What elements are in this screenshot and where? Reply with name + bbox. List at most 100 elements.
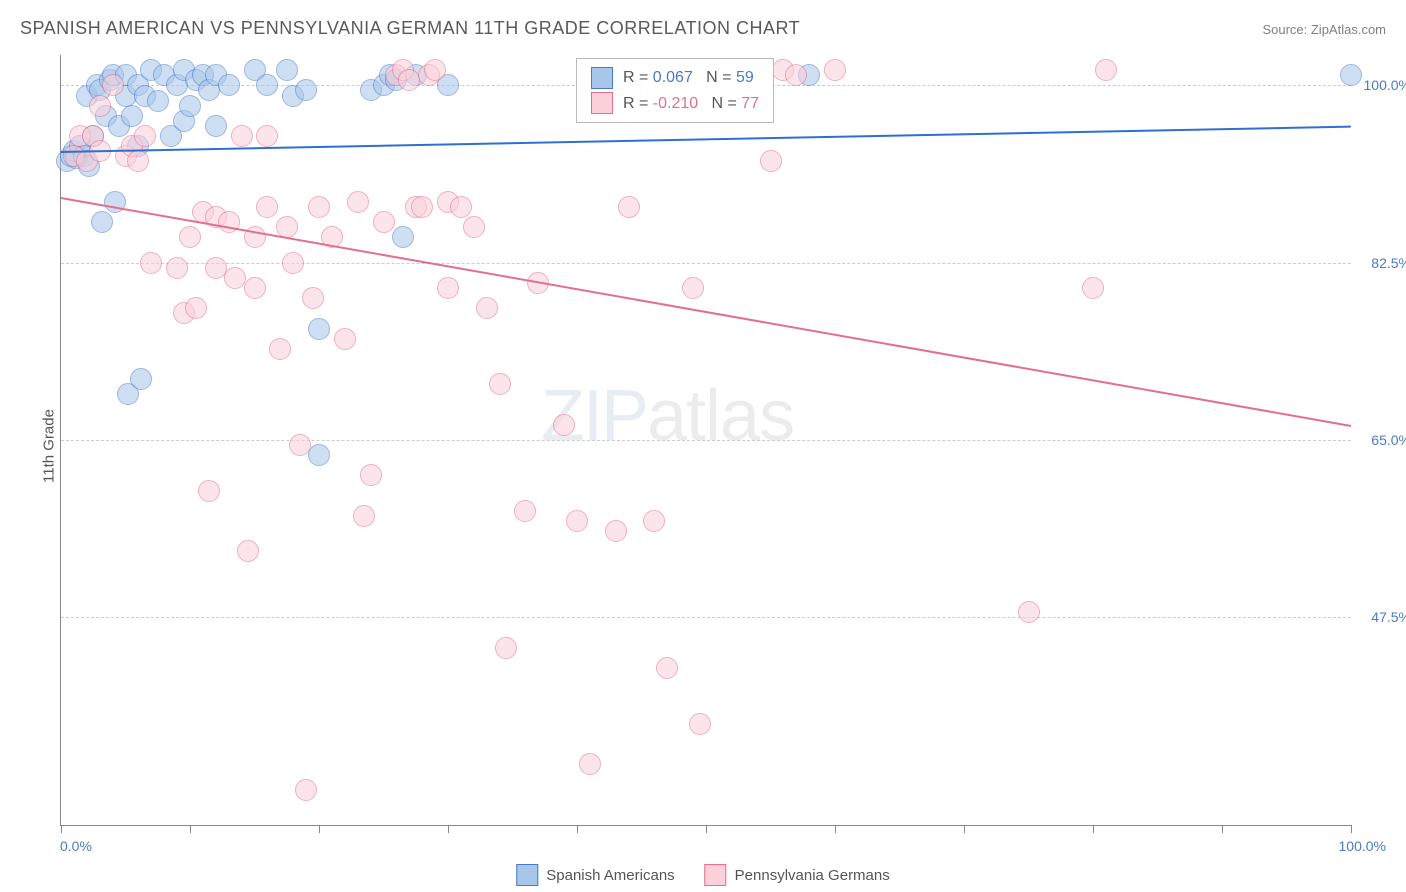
scatter-point-pagerman <box>514 500 536 522</box>
scatter-point-spanish <box>308 444 330 466</box>
scatter-point-pagerman <box>89 95 111 117</box>
scatter-point-pagerman <box>353 505 375 527</box>
scatter-point-pagerman <box>643 510 665 532</box>
scatter-point-pagerman <box>256 196 278 218</box>
scatter-point-pagerman <box>495 637 517 659</box>
scatter-point-spanish <box>295 79 317 101</box>
trendline-spanish <box>61 126 1351 153</box>
legend-item-pagerman: Pennsylvania Germans <box>705 864 890 886</box>
xtick <box>61 825 62 833</box>
scatter-point-pagerman <box>1082 277 1104 299</box>
scatter-point-pagerman <box>134 125 156 147</box>
legend-swatch-pagerman <box>705 864 727 886</box>
scatter-point-spanish <box>256 74 278 96</box>
gridline-h <box>61 263 1351 264</box>
legend-text-pagerman: R = -0.210 N = 77 <box>623 91 759 117</box>
scatter-point-pagerman <box>237 540 259 562</box>
ytick-label: 65.0% <box>1356 432 1406 448</box>
scatter-point-pagerman <box>689 713 711 735</box>
scatter-point-pagerman <box>450 196 472 218</box>
scatter-point-pagerman <box>682 277 704 299</box>
scatter-point-pagerman <box>347 191 369 213</box>
xtick <box>706 825 707 833</box>
xtick <box>1222 825 1223 833</box>
scatter-point-pagerman <box>179 226 201 248</box>
trendline-pagerman <box>61 197 1351 427</box>
scatter-point-spanish <box>130 368 152 390</box>
scatter-point-pagerman <box>102 74 124 96</box>
legend-swatch-spanish <box>591 67 613 89</box>
scatter-point-pagerman <box>269 338 291 360</box>
xtick <box>1093 825 1094 833</box>
scatter-point-pagerman <box>127 150 149 172</box>
scatter-point-spanish <box>218 74 240 96</box>
xtick <box>577 825 578 833</box>
legend-top: R = 0.067 N = 59R = -0.210 N = 77 <box>576 58 774 123</box>
legend-label-pagerman: Pennsylvania Germans <box>735 867 890 884</box>
source-label: Source: ZipAtlas.com <box>1262 22 1386 37</box>
scatter-point-pagerman <box>463 216 485 238</box>
scatter-point-pagerman <box>140 252 162 274</box>
legend-label-spanish: Spanish Americans <box>546 867 674 884</box>
scatter-point-pagerman <box>424 59 446 81</box>
scatter-point-pagerman <box>256 125 278 147</box>
xtick <box>1351 825 1352 833</box>
scatter-point-pagerman <box>302 287 324 309</box>
scatter-point-pagerman <box>289 434 311 456</box>
scatter-point-pagerman <box>476 297 498 319</box>
scatter-point-spanish <box>179 95 201 117</box>
watermark: ZIPatlas <box>541 375 794 457</box>
scatter-point-pagerman <box>760 150 782 172</box>
scatter-point-pagerman <box>785 64 807 86</box>
scatter-point-pagerman <box>656 657 678 679</box>
legend-text-spanish: R = 0.067 N = 59 <box>623 65 754 91</box>
legend-bottom: Spanish Americans Pennsylvania Germans <box>516 864 889 886</box>
scatter-point-pagerman <box>437 277 459 299</box>
scatter-point-pagerman <box>824 59 846 81</box>
xtick <box>964 825 965 833</box>
xtick <box>319 825 320 833</box>
scatter-point-pagerman <box>185 297 207 319</box>
scatter-point-spanish <box>147 90 169 112</box>
ytick-label: 47.5% <box>1356 609 1406 625</box>
scatter-point-spanish <box>121 105 143 127</box>
xaxis-min-label: 0.0% <box>60 838 92 854</box>
scatter-point-pagerman <box>244 277 266 299</box>
scatter-point-pagerman <box>411 196 433 218</box>
scatter-point-pagerman <box>166 257 188 279</box>
ytick-label: 82.5% <box>1356 255 1406 271</box>
xtick <box>448 825 449 833</box>
chart-title: SPANISH AMERICAN VS PENNSYLVANIA GERMAN … <box>20 18 800 39</box>
xtick <box>190 825 191 833</box>
scatter-point-spanish <box>308 318 330 340</box>
plot-area: ZIPatlas 100.0%82.5%65.0%47.5% <box>60 55 1351 826</box>
scatter-point-pagerman <box>618 196 640 218</box>
scatter-point-pagerman <box>1095 59 1117 81</box>
legend-item-spanish: Spanish Americans <box>516 864 674 886</box>
legend-row-pagerman: R = -0.210 N = 77 <box>591 91 759 117</box>
scatter-point-spanish <box>91 211 113 233</box>
legend-swatch-pagerman <box>591 92 613 114</box>
scatter-point-pagerman <box>553 414 575 436</box>
scatter-point-pagerman <box>231 125 253 147</box>
scatter-point-spanish <box>205 115 227 137</box>
scatter-point-pagerman <box>605 520 627 542</box>
scatter-point-spanish <box>392 226 414 248</box>
scatter-point-pagerman <box>360 464 382 486</box>
scatter-point-pagerman <box>566 510 588 532</box>
scatter-point-pagerman <box>295 779 317 801</box>
scatter-point-pagerman <box>489 373 511 395</box>
y-axis-label: 11th Grade <box>40 409 57 483</box>
scatter-point-pagerman <box>579 753 601 775</box>
scatter-point-spanish <box>276 59 298 81</box>
legend-swatch-spanish <box>516 864 538 886</box>
xtick <box>835 825 836 833</box>
scatter-point-pagerman <box>198 480 220 502</box>
scatter-point-pagerman <box>373 211 395 233</box>
ytick-label: 100.0% <box>1356 77 1406 93</box>
gridline-h <box>61 617 1351 618</box>
legend-row-spanish: R = 0.067 N = 59 <box>591 65 759 91</box>
scatter-point-pagerman <box>282 252 304 274</box>
watermark-atlas: atlas <box>647 376 794 456</box>
scatter-point-pagerman <box>308 196 330 218</box>
